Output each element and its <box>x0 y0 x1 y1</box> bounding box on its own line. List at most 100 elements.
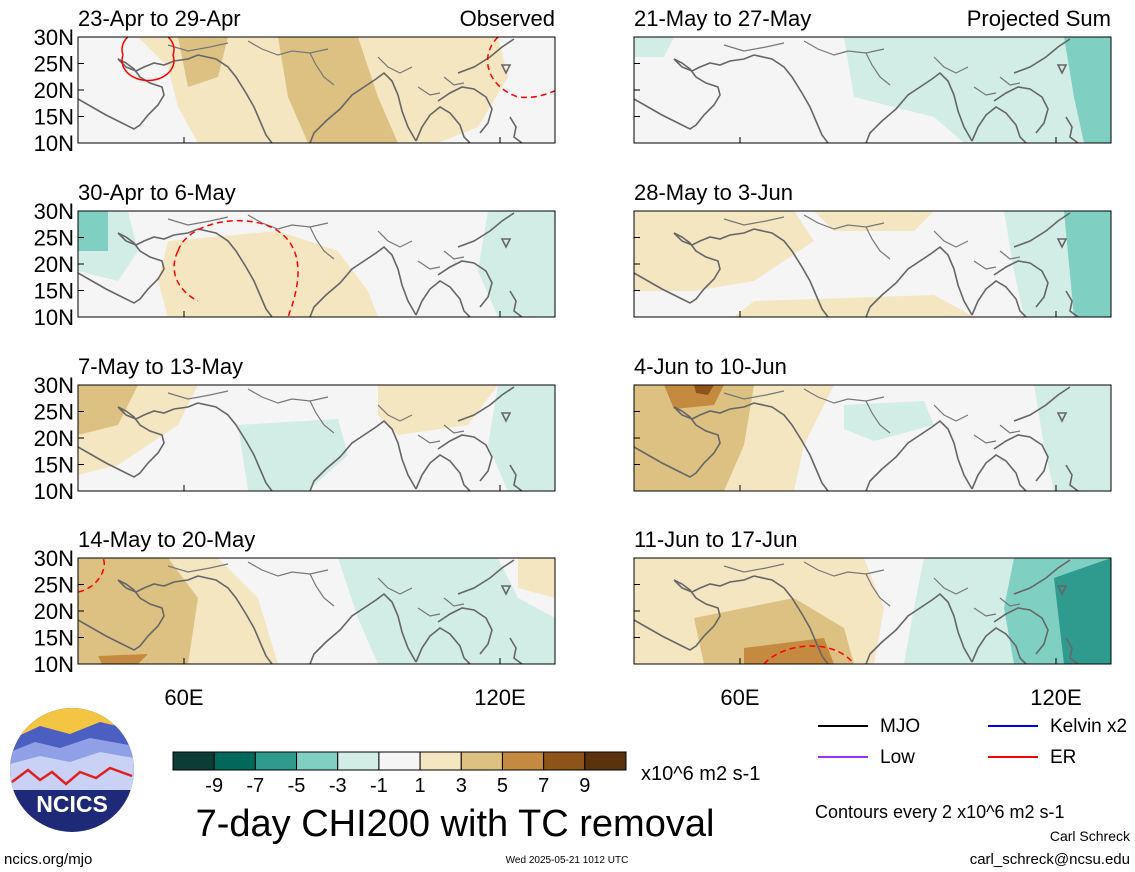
coastline <box>1065 116 1079 143</box>
anomaly-region <box>694 385 714 395</box>
coastline <box>500 64 512 75</box>
lon-label-60e-right: 60E <box>720 685 759 710</box>
anomaly-region <box>178 37 228 87</box>
country-border <box>309 400 335 434</box>
coastline <box>1013 559 1071 595</box>
country-border <box>167 42 229 52</box>
er-contour <box>177 219 299 317</box>
coastline <box>993 86 1049 134</box>
colorbar-label: -1 <box>370 775 388 797</box>
panel-period: 23-Apr to 29-Apr <box>78 6 241 31</box>
colorbar-swatch <box>296 751 339 771</box>
lat-tick-label: 20N <box>34 78 74 103</box>
anomaly-region <box>478 211 555 317</box>
colorbar-label: -3 <box>329 775 347 797</box>
colorbar-label: 3 <box>456 775 467 797</box>
coastline <box>865 592 973 664</box>
anomaly-region <box>1064 211 1111 317</box>
panel-period: 7-May to 13-May <box>78 354 243 379</box>
country-border <box>443 424 465 434</box>
country-border <box>377 230 413 248</box>
lon-label-60e-left: 60E <box>164 685 203 710</box>
coastline <box>753 575 829 664</box>
colorbar-label: 5 <box>497 775 508 797</box>
country-border <box>247 561 329 577</box>
coastline <box>437 607 493 655</box>
anomaly-region <box>158 231 378 317</box>
lat-tick-label: 25N <box>34 52 74 77</box>
map-panel: 11-Jun to 17-Jun <box>633 527 1112 665</box>
country-border <box>723 390 785 400</box>
coastline <box>309 419 417 491</box>
coastline <box>1013 212 1071 248</box>
timestamp: Wed 2025-05-21 1012 UTC <box>506 855 629 866</box>
coastline <box>509 116 523 143</box>
country-border <box>417 86 441 96</box>
website-link[interactable]: ncics.org/mjo <box>4 851 92 868</box>
anomaly-region <box>78 211 108 251</box>
lat-tick-label: 10N <box>34 131 74 156</box>
country-border <box>933 56 969 74</box>
lat-tick-label: 10N <box>34 479 74 504</box>
country-border <box>377 577 413 595</box>
country-border <box>309 226 335 260</box>
colorbar-swatch <box>419 751 462 771</box>
coastline <box>117 228 199 246</box>
coastline <box>500 585 512 596</box>
country-border <box>973 434 997 444</box>
country-border <box>167 563 229 573</box>
coastline <box>971 454 1027 491</box>
country-border <box>933 230 969 248</box>
colorbar-swatch <box>460 751 503 771</box>
coastline <box>437 434 493 482</box>
country-border <box>933 404 969 422</box>
coastline <box>309 245 417 317</box>
map-panel: 28-May to 3-Jun <box>633 180 1112 318</box>
coastline <box>117 575 199 593</box>
lat-tick-label: 25N <box>34 400 74 425</box>
country-border <box>723 42 785 52</box>
country-border <box>247 214 329 230</box>
panel-tag: Projected Sum <box>967 6 1111 31</box>
country-border <box>247 388 329 404</box>
anomaly-region <box>338 558 555 664</box>
country-border <box>443 250 465 260</box>
author-email: carl_schreck@ncsu.edu <box>970 851 1130 868</box>
lat-tick-label: 30N <box>34 546 74 571</box>
country-border <box>443 597 465 607</box>
country-border <box>723 563 785 573</box>
panel-tag: Observed <box>460 6 555 31</box>
coastline <box>1065 637 1079 664</box>
wave-legend: MJO Kelvin x2 Low ER <box>818 716 1127 768</box>
coastline <box>993 434 1049 482</box>
contour-note: Contours every 2 x10^6 m2 s-1 <box>815 802 1065 822</box>
coastline <box>1013 38 1071 74</box>
er-contour <box>487 37 555 99</box>
anomaly-region <box>634 37 674 57</box>
country-border <box>865 226 891 260</box>
logo-text: NCICS <box>36 791 108 817</box>
er-contour <box>173 250 199 302</box>
er-contour <box>78 558 105 593</box>
country-border <box>803 214 885 230</box>
coastline <box>1056 585 1068 596</box>
coastline <box>865 245 973 317</box>
anomaly-region <box>518 558 555 598</box>
country-border <box>309 573 335 607</box>
lat-tick-label: 30N <box>34 373 74 398</box>
coastline <box>309 592 417 664</box>
coastline <box>753 54 829 143</box>
panel-period: 14-May to 20-May <box>78 527 255 552</box>
country-border <box>865 400 891 434</box>
country-border <box>865 573 891 607</box>
country-border <box>999 597 1021 607</box>
coastline <box>309 71 417 143</box>
country-border <box>933 577 969 595</box>
country-border <box>999 424 1021 434</box>
legend-label: MJO <box>880 716 920 737</box>
coastline <box>993 607 1049 655</box>
colorbar-swatch <box>213 751 256 771</box>
coastline <box>673 575 755 593</box>
figure-title: 7-day CHI200 with TC removal <box>196 803 715 845</box>
